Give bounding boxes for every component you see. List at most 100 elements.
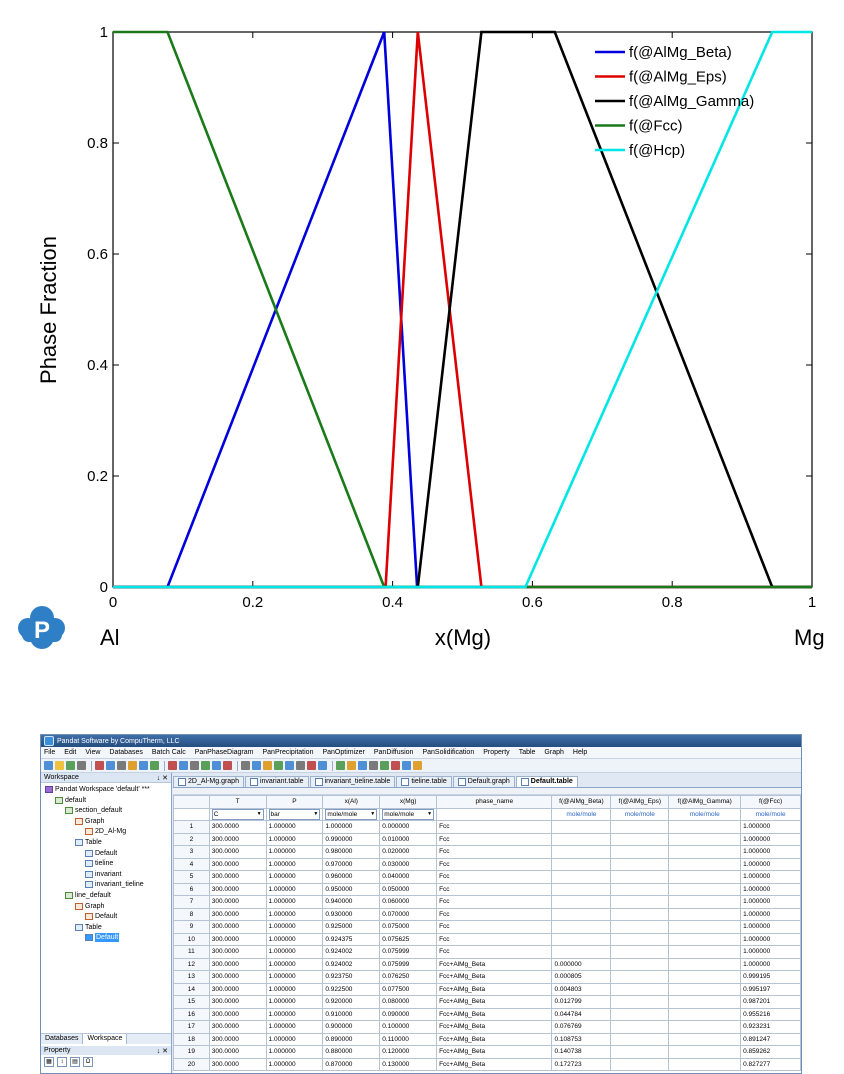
save-icon[interactable] — [77, 761, 86, 770]
table-cell[interactable]: 0.924002 — [322, 945, 381, 959]
table-cell[interactable]: 1.000000 — [265, 1020, 324, 1034]
table-cell[interactable]: Fcc — [436, 845, 553, 859]
menu-panprecipitation[interactable]: PanPrecipitation — [262, 749, 314, 756]
table-cell[interactable]: 0.120000 — [379, 1045, 438, 1059]
table-cell[interactable]: 1.000000 — [740, 945, 801, 959]
table-cell[interactable]: 300.0000 — [208, 957, 267, 971]
unit-select[interactable]: bar ▼ — [268, 808, 321, 820]
table-cell[interactable]: 1.000000 — [265, 845, 324, 859]
table-cell[interactable]: 1.000000 — [265, 832, 324, 846]
table-cell[interactable]: 0.075625 — [379, 932, 438, 946]
table-cell[interactable] — [551, 820, 612, 834]
doc-tab[interactable]: invariant.table — [244, 776, 309, 787]
table-cell[interactable] — [551, 857, 612, 871]
table-cell[interactable]: 0.891247 — [740, 1032, 801, 1046]
table-cell[interactable]: 0.012799 — [551, 995, 612, 1009]
table-cell[interactable]: 300.0000 — [208, 1057, 267, 1071]
menu-pandiffusion[interactable]: PanDiffusion — [373, 749, 414, 756]
rect-icon[interactable] — [252, 761, 261, 770]
table-cell[interactable]: 0.076250 — [379, 970, 438, 984]
table-cell[interactable]: 0.090000 — [379, 1007, 438, 1021]
plot-icon[interactable] — [263, 761, 272, 770]
table-cell[interactable]: 300.0000 — [208, 945, 267, 959]
tree-item[interactable]: Default — [85, 933, 120, 943]
table-cell[interactable] — [668, 932, 742, 946]
table-cell[interactable]: 0.930000 — [322, 907, 381, 921]
table-cell[interactable]: 0.140738 — [551, 1045, 612, 1059]
table-cell[interactable] — [610, 1007, 670, 1021]
print-preview-icon[interactable] — [117, 761, 126, 770]
tree-item[interactable]: Default — [85, 912, 117, 921]
tree-item[interactable]: Default — [85, 849, 117, 858]
table-cell[interactable]: 0.923231 — [740, 1020, 801, 1034]
table-cell[interactable]: 1.000000 — [265, 932, 324, 946]
table-cell[interactable]: 1.000000 — [265, 907, 324, 921]
table-cell[interactable]: 0.000000 — [379, 820, 438, 834]
tab-databases[interactable]: Databases — [41, 1034, 84, 1044]
table-cell[interactable]: 300.0000 — [208, 1020, 267, 1034]
property-pages-icon[interactable]: ▤ — [70, 1057, 80, 1067]
table-cell[interactable] — [610, 832, 670, 846]
table-cell[interactable] — [610, 882, 670, 896]
table-cell[interactable] — [551, 845, 612, 859]
table-cell[interactable]: 300.0000 — [208, 920, 267, 934]
tree-item[interactable]: invariant_tieline — [85, 880, 144, 889]
table-cell[interactable] — [610, 1045, 670, 1059]
menu-panoptimizer[interactable]: PanOptimizer — [322, 749, 365, 756]
table-cell[interactable]: 1.000000 — [740, 920, 801, 934]
table-cell[interactable] — [610, 1057, 670, 1071]
table-cell[interactable]: 1.000000 — [265, 820, 324, 834]
table-cell[interactable] — [668, 882, 742, 896]
menu-pansolidification[interactable]: PanSolidification — [422, 749, 475, 756]
table-cell[interactable] — [610, 907, 670, 921]
table-cell[interactable]: 0.044784 — [551, 1007, 612, 1021]
table-cell[interactable]: 300.0000 — [208, 1007, 267, 1021]
table-cell[interactable]: 300.0000 — [208, 982, 267, 996]
doc-tab[interactable]: invariant_tieline.table — [309, 776, 396, 787]
column-header[interactable]: x(Al) — [322, 795, 381, 809]
table-cell[interactable]: Fcc — [436, 907, 553, 921]
table-cell[interactable]: 0.924375 — [322, 932, 381, 946]
table-cell[interactable]: 0.920000 — [322, 995, 381, 1009]
table-cell[interactable]: 0.030000 — [379, 857, 438, 871]
table-cell[interactable]: 0.020000 — [379, 845, 438, 859]
tree-item[interactable]: Table — [75, 838, 102, 847]
table-cell[interactable] — [610, 820, 670, 834]
table-cell[interactable]: 0.172723 — [551, 1057, 612, 1071]
table-cell[interactable]: 0.100000 — [379, 1020, 438, 1034]
table-cell[interactable]: 300.0000 — [208, 932, 267, 946]
menu-edit[interactable]: Edit — [64, 749, 77, 756]
table-cell[interactable] — [668, 870, 742, 884]
table-cell[interactable]: 0.130000 — [379, 1057, 438, 1071]
menu-databases[interactable]: Databases — [109, 749, 143, 756]
delete-icon[interactable] — [168, 761, 177, 770]
table-cell[interactable]: 300.0000 — [208, 820, 267, 834]
table-cell[interactable]: Fcc+AlMg_Beta — [436, 957, 553, 971]
table-cell[interactable]: 1.000000 — [265, 1045, 324, 1059]
table-cell[interactable]: Fcc — [436, 920, 553, 934]
table-cell[interactable] — [668, 945, 742, 959]
table-cell[interactable]: 1.000000 — [740, 895, 801, 909]
table-cell[interactable]: 0.940000 — [322, 895, 381, 909]
table-cell[interactable]: 1.000000 — [265, 1057, 324, 1071]
table-cell[interactable]: 1.000000 — [265, 1007, 324, 1021]
table-cell[interactable] — [610, 1020, 670, 1034]
table-cell[interactable]: 300.0000 — [208, 845, 267, 859]
graph-icon[interactable] — [223, 761, 232, 770]
table-cell[interactable]: 1.000000 — [265, 945, 324, 959]
table-cell[interactable]: 0.987201 — [740, 995, 801, 1009]
refresh-icon[interactable] — [402, 761, 411, 770]
table-cell[interactable]: 0.970000 — [322, 857, 381, 871]
table-cell[interactable]: 1.000000 — [265, 920, 324, 934]
table-cell[interactable]: 0.080000 — [379, 995, 438, 1009]
table-cell[interactable]: 0.050000 — [379, 882, 438, 896]
unit-select[interactable]: C ▼ — [211, 808, 264, 820]
pencil-icon[interactable] — [413, 761, 422, 770]
table-cell[interactable]: 300.0000 — [208, 832, 267, 846]
table-cell[interactable]: 300.0000 — [208, 870, 267, 884]
table-cell[interactable]: 1.000000 — [740, 957, 801, 971]
table-cell[interactable]: 1.000000 — [740, 907, 801, 921]
doc-tab[interactable]: 2D_Al-Mg.graph — [173, 776, 244, 787]
table-cell[interactable] — [551, 832, 612, 846]
table-cell[interactable]: 0.000805 — [551, 970, 612, 984]
